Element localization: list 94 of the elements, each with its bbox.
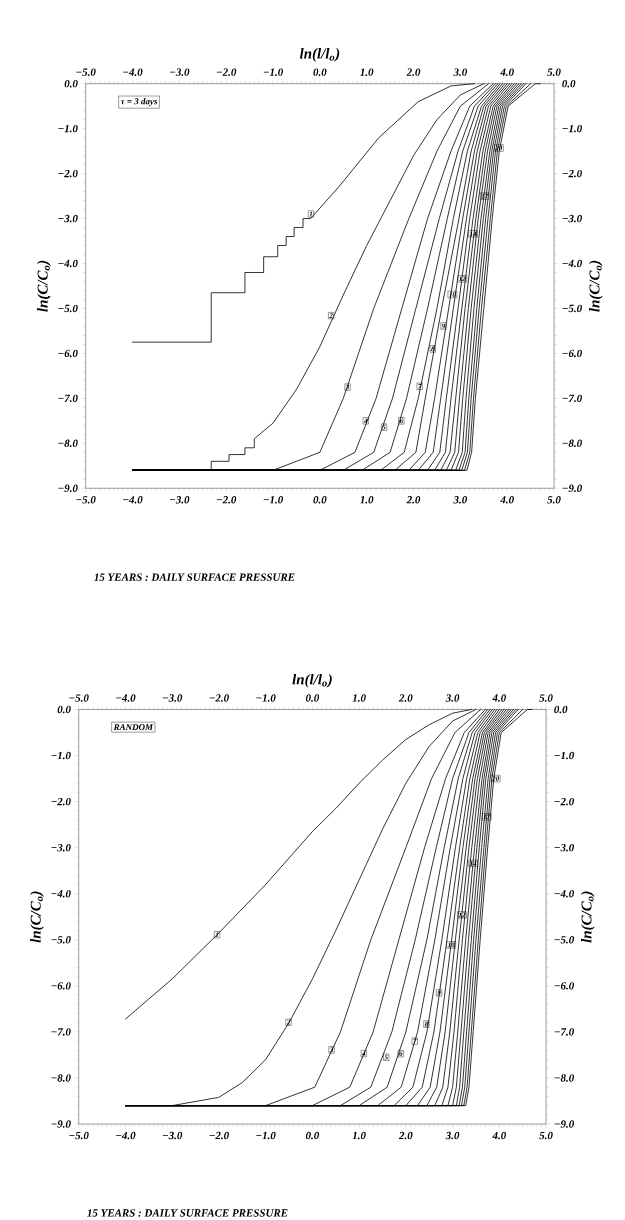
- x-tick-label: 5.0: [547, 68, 561, 76]
- x-tick-label: 5.0: [539, 1131, 553, 1140]
- y2-tick-label: −8.0: [554, 1074, 575, 1082]
- x2-tick-label: 1.0: [360, 496, 374, 504]
- y-tick-label: −5.0: [58, 304, 78, 313]
- y-tick-label: −4.0: [51, 890, 71, 898]
- x-tick-label: −4.0: [123, 68, 143, 76]
- x-tick-label: −3.0: [170, 68, 190, 76]
- x2-tick-label: 3.0: [453, 496, 468, 504]
- y-tick-label: −5.0: [51, 936, 71, 944]
- y-tick-label: −1.0: [51, 751, 71, 760]
- x2-tick-label: −4.0: [116, 694, 136, 702]
- x2-tick-label: −3.0: [170, 496, 190, 504]
- y-tick-label: −7.0: [51, 1028, 71, 1036]
- y-axis-title: ln(C/C$_{o}$): [37, 260, 51, 312]
- x2-tick-label: −1.0: [256, 694, 276, 702]
- x2-tick-label: −5.0: [69, 694, 89, 702]
- x-tick-label: −5.0: [69, 1131, 89, 1140]
- y-tick-label: −6.0: [58, 349, 78, 358]
- y-tick-label: −8.0: [51, 1074, 71, 1082]
- y-tick-label: 0.0: [64, 79, 78, 88]
- x-tick-label: −1.0: [263, 68, 284, 76]
- y2-tick-label: −1.0: [562, 124, 583, 133]
- y2-tick-label: −4.0: [562, 259, 583, 268]
- x-tick-label: 1.0: [352, 1131, 366, 1140]
- text: 15 YEARS : DAILY SURFACE PRESSURE: [87, 1209, 288, 1217]
- y2-tick-label: −6.0: [562, 349, 583, 358]
- y-tick-label: −7.0: [58, 394, 78, 403]
- y2-tick-label: −7.0: [554, 1028, 575, 1036]
- y2-tick-label: 0.0: [562, 79, 576, 88]
- y2-axis-title: ln(C/C$_{o}$): [581, 891, 595, 943]
- y2-tick-label: −2.0: [562, 169, 583, 178]
- x-tick-label: −2.0: [216, 68, 237, 76]
- y2-tick-label: −8.0: [562, 439, 583, 448]
- x-tick-label: −2.0: [209, 1131, 229, 1140]
- x2-tick-label: −1.0: [263, 496, 284, 504]
- y2-tick-label: −6.0: [554, 982, 575, 990]
- x2-tick-label: 4.0: [492, 694, 507, 702]
- x2-axis-title: ln(l/l$_{o}$): [299, 48, 340, 62]
- y2-tick-label: −9.0: [554, 1120, 575, 1128]
- x2-tick-label: −3.0: [162, 694, 183, 702]
- x-tick-label: 2.0: [406, 68, 421, 76]
- x2-tick-label: 1.0: [352, 694, 366, 702]
- y2-tick-label: −2.0: [554, 797, 575, 806]
- y2-tick-label: −3.0: [554, 843, 575, 852]
- x2-axis-title: ln(l/l$_{o}$): [292, 673, 332, 688]
- y2-tick-label: −5.0: [562, 304, 583, 313]
- y2-tick-label: −4.0: [554, 890, 575, 898]
- x2-tick-label: 0.0: [313, 496, 327, 504]
- x-tick-label: 3.0: [445, 1131, 460, 1140]
- x-tick-label: 0.0: [313, 68, 327, 76]
- y-tick-label: 0.0: [57, 705, 71, 714]
- y-tick-label: −2.0: [51, 797, 71, 806]
- x2-tick-label: 0.0: [306, 694, 320, 702]
- y2-tick-label: −9.0: [562, 484, 583, 492]
- x2-tick-label: −2.0: [209, 694, 229, 702]
- annotation: RANDOM: [113, 724, 154, 731]
- x-tick-label: 2.0: [398, 1131, 413, 1140]
- y2-tick-label: −1.0: [554, 751, 575, 760]
- x-tick-label: 4.0: [500, 68, 514, 76]
- annotation: τ = 3 days: [120, 98, 158, 107]
- y2-tick-label: −7.0: [562, 394, 583, 403]
- x2-tick-label: 3.0: [445, 694, 460, 702]
- x2-tick-label: 5.0: [547, 496, 561, 504]
- y-tick-label: −8.0: [58, 439, 78, 448]
- y2-tick-label: −5.0: [554, 936, 575, 944]
- y2-tick-label: 0.0: [554, 705, 568, 714]
- x2-tick-label: 5.0: [539, 694, 553, 702]
- y-tick-label: −1.0: [58, 124, 78, 133]
- y-tick-label: −9.0: [58, 484, 78, 492]
- x-tick-label: −5.0: [76, 68, 96, 76]
- y-tick-label: −3.0: [58, 214, 78, 223]
- y-axis-title: ln(C/C$_{o}$): [30, 891, 44, 943]
- y-tick-label: −2.0: [58, 169, 78, 178]
- x-tick-label: −4.0: [116, 1131, 136, 1140]
- x2-tick-label: 2.0: [406, 496, 421, 504]
- x2-tick-label: 2.0: [398, 694, 413, 702]
- y-tick-label: −6.0: [51, 982, 71, 990]
- x-tick-label: 3.0: [453, 68, 468, 76]
- x-tick-label: −1.0: [256, 1131, 276, 1140]
- x2-tick-label: −5.0: [76, 496, 96, 504]
- x-tick-label: 1.0: [360, 68, 374, 76]
- x2-tick-label: −2.0: [216, 496, 237, 504]
- x2-tick-label: −4.0: [123, 496, 143, 504]
- x-tick-label: 0.0: [306, 1131, 320, 1140]
- y-tick-label: −4.0: [58, 259, 78, 268]
- y-tick-label: −9.0: [51, 1120, 71, 1128]
- x2-tick-label: 4.0: [500, 496, 514, 504]
- x-tick-label: 4.0: [492, 1131, 507, 1140]
- y2-axis-title: ln(C/C$_{o}$): [589, 260, 603, 312]
- y-tick-label: −3.0: [51, 843, 71, 852]
- x-tick-label: −3.0: [162, 1131, 183, 1140]
- text: 15 YEARS : DAILY SURFACE PRESSURE: [94, 573, 295, 581]
- y2-tick-label: −3.0: [562, 214, 583, 223]
